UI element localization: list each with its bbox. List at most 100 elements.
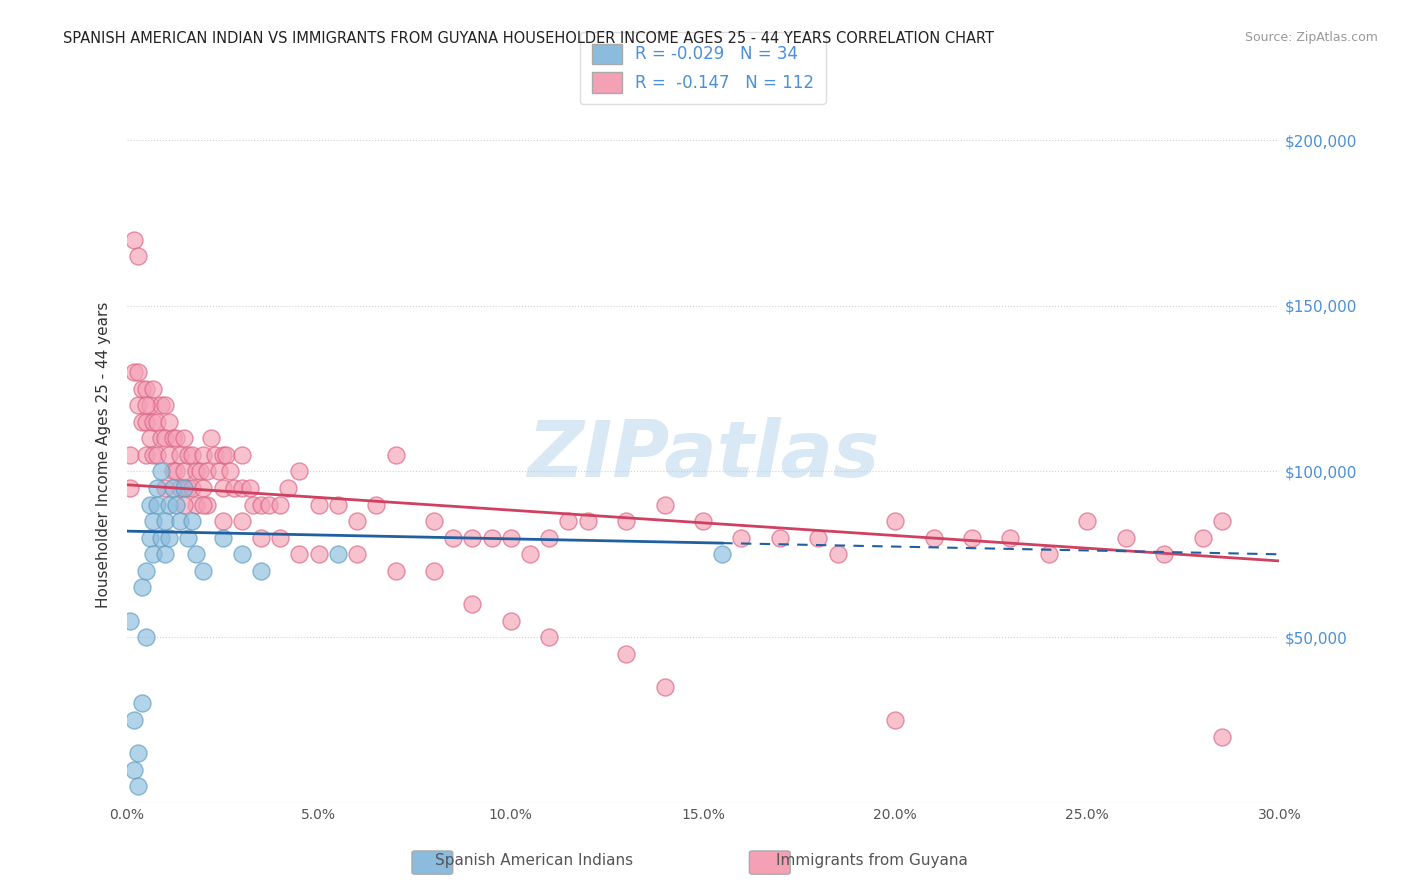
Point (142, 547, 165, 561)
Point (146, 498, 169, 512)
Point (807, 531, 830, 545)
Point (162, 465, 184, 479)
Point (204, 448, 226, 462)
Point (384, 448, 406, 462)
Point (120, 448, 142, 462)
Point (146, 415, 169, 429)
Point (441, 531, 464, 545)
Point (211, 448, 233, 462)
Point (193, 498, 215, 512)
Point (131, 697, 153, 711)
Point (614, 647, 637, 661)
Point (654, 680, 676, 694)
Point (193, 481, 215, 495)
Point (122, 233, 145, 247)
Point (461, 531, 484, 545)
Point (193, 448, 215, 462)
Point (557, 514, 579, 528)
Point (180, 448, 202, 462)
Point (177, 448, 200, 462)
Point (127, 365, 149, 379)
Point (692, 514, 714, 528)
Point (257, 498, 280, 512)
Point (135, 415, 157, 429)
Point (142, 514, 165, 528)
Point (120, 614, 142, 628)
Point (157, 448, 180, 462)
Point (166, 431, 188, 445)
Point (499, 614, 522, 628)
Point (135, 382, 157, 396)
Point (195, 498, 218, 512)
Point (169, 481, 191, 495)
Point (135, 448, 157, 462)
Point (269, 498, 291, 512)
Point (166, 498, 188, 512)
Point (384, 564, 406, 578)
Point (150, 531, 173, 545)
Point (131, 382, 153, 396)
Point (1191, 531, 1213, 545)
Point (538, 531, 561, 545)
Point (231, 481, 253, 495)
Point (711, 547, 734, 561)
Point (177, 481, 200, 495)
Point (153, 481, 176, 495)
Point (423, 564, 446, 578)
Point (135, 630, 157, 644)
Point (250, 531, 273, 545)
Point (162, 481, 184, 495)
Point (423, 514, 446, 528)
Point (1211, 730, 1233, 744)
Point (120, 481, 142, 495)
Point (346, 547, 368, 561)
Point (142, 382, 165, 396)
Y-axis label: Householder Income Ages 25 - 44 years: Householder Income Ages 25 - 44 years (96, 301, 111, 608)
Text: Source: ZipAtlas.com: Source: ZipAtlas.com (1244, 31, 1378, 45)
Point (146, 481, 169, 495)
Point (326, 547, 349, 561)
Point (884, 514, 907, 528)
Point (153, 398, 176, 412)
Point (150, 431, 173, 445)
Point (242, 498, 264, 512)
Point (614, 514, 637, 528)
Point (180, 514, 202, 528)
Point (366, 498, 388, 512)
Point (538, 630, 561, 644)
Point (157, 498, 180, 512)
Point (231, 514, 253, 528)
Point (827, 547, 849, 561)
Point (195, 465, 218, 479)
Point (519, 547, 541, 561)
Point (135, 564, 157, 578)
Point (922, 531, 945, 545)
Point (1038, 547, 1060, 561)
Point (127, 779, 149, 793)
Point (184, 498, 207, 512)
Point (142, 415, 165, 429)
Point (150, 465, 173, 479)
Point (250, 498, 273, 512)
Point (346, 514, 368, 528)
Point (769, 531, 792, 545)
Point (173, 465, 195, 479)
Text: Immigrants from Guyana: Immigrants from Guyana (776, 854, 967, 868)
Point (153, 431, 176, 445)
Point (138, 431, 160, 445)
Point (169, 448, 191, 462)
Point (461, 597, 484, 611)
Point (960, 531, 983, 545)
Point (308, 547, 330, 561)
Point (1000, 531, 1022, 545)
Point (211, 531, 233, 545)
Point (150, 398, 173, 412)
Point (499, 531, 522, 545)
Point (127, 249, 149, 263)
Point (211, 514, 233, 528)
Point (166, 465, 188, 479)
Point (308, 498, 330, 512)
Point (173, 498, 195, 512)
Point (122, 365, 145, 379)
Legend: R = -0.029   N = 34, R =  -0.147   N = 112: R = -0.029 N = 34, R = -0.147 N = 112 (581, 32, 825, 104)
